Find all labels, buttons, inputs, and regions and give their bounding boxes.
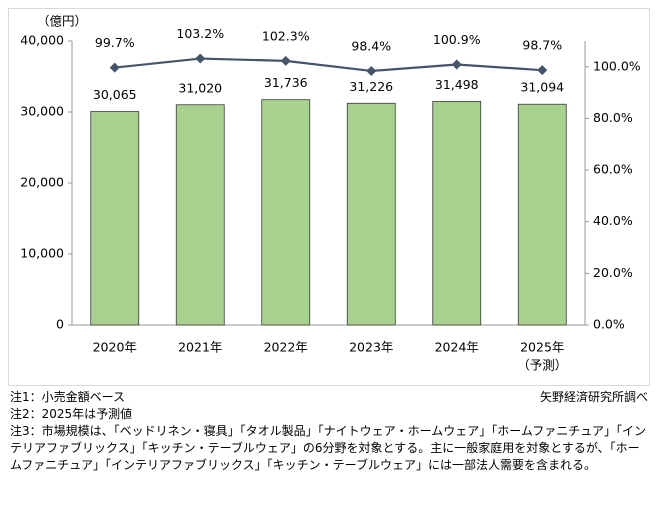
line-marker [195, 53, 206, 64]
x-tick-label: 2023年 [349, 340, 393, 355]
x-tick-label: 2024年 [435, 340, 479, 355]
x-tick-label: 2020年 [93, 340, 137, 355]
y2-tick-label: 100.0% [593, 58, 641, 73]
chart-frame [8, 8, 650, 386]
line-value-label: 98.7% [522, 38, 562, 53]
line-value-label: 99.7% [95, 35, 135, 50]
x-tick-note: （予測） [517, 358, 567, 373]
note: 注2：2025年は予測値 [10, 407, 133, 421]
y2-tick-label: 40.0% [593, 213, 633, 228]
y2-tick-label: 20.0% [593, 265, 633, 280]
bar [346, 102, 396, 326]
bar [90, 111, 140, 326]
line-value-label: 102.3% [262, 28, 310, 43]
y-tick-label: 40,000 [20, 33, 64, 48]
bar-value-label: 30,065 [93, 87, 137, 102]
bar-value-label: 31,498 [435, 77, 479, 92]
y-tick-label: 30,000 [20, 104, 64, 119]
bar [432, 100, 482, 326]
line-value-label: 98.4% [351, 38, 391, 53]
y-tick-label: 20,000 [20, 175, 64, 190]
line-marker [366, 65, 377, 76]
line [114, 57, 543, 73]
line-marker [280, 55, 291, 66]
line-value-label: 103.2% [176, 26, 224, 41]
bar-value-label: 31,736 [264, 75, 308, 90]
y2-tick-label: 60.0% [593, 162, 633, 177]
y-tick-label: 10,000 [20, 246, 64, 261]
y-unit-label: （億円） [37, 14, 87, 29]
x-tick-label: 2022年 [264, 340, 308, 355]
chart: （億円） 0 10,000 20,000 30,000 40,000 0.0% 20.0% 4… [8, 8, 650, 386]
y2-tick-label: 0.0% [593, 317, 625, 332]
bar-value-label: 31,020 [178, 80, 222, 95]
bar [175, 104, 225, 326]
line-marker [451, 59, 462, 70]
note: 注3：市場規模は、「ベッドリネン・寝具」「タオル製品」「ナイトウェア・ホームウェ… [10, 424, 646, 472]
bar [517, 103, 567, 326]
bar-value-label: 31,226 [349, 79, 393, 94]
line-marker [109, 62, 120, 73]
y2-tick-label: 80.0% [593, 110, 633, 125]
note: 注1：小売金額ベース [10, 390, 126, 404]
x-tick-label: 2025年 [520, 340, 564, 355]
source: 矢野経済研究所調べ [539, 390, 648, 404]
line-value-label: 100.9% [433, 32, 481, 47]
x-tick-label: 2021年 [178, 340, 222, 355]
line-marker [537, 65, 548, 76]
y-tick-label: 0 [56, 317, 64, 332]
bar-value-label: 31,094 [520, 80, 564, 95]
bar [261, 99, 311, 326]
